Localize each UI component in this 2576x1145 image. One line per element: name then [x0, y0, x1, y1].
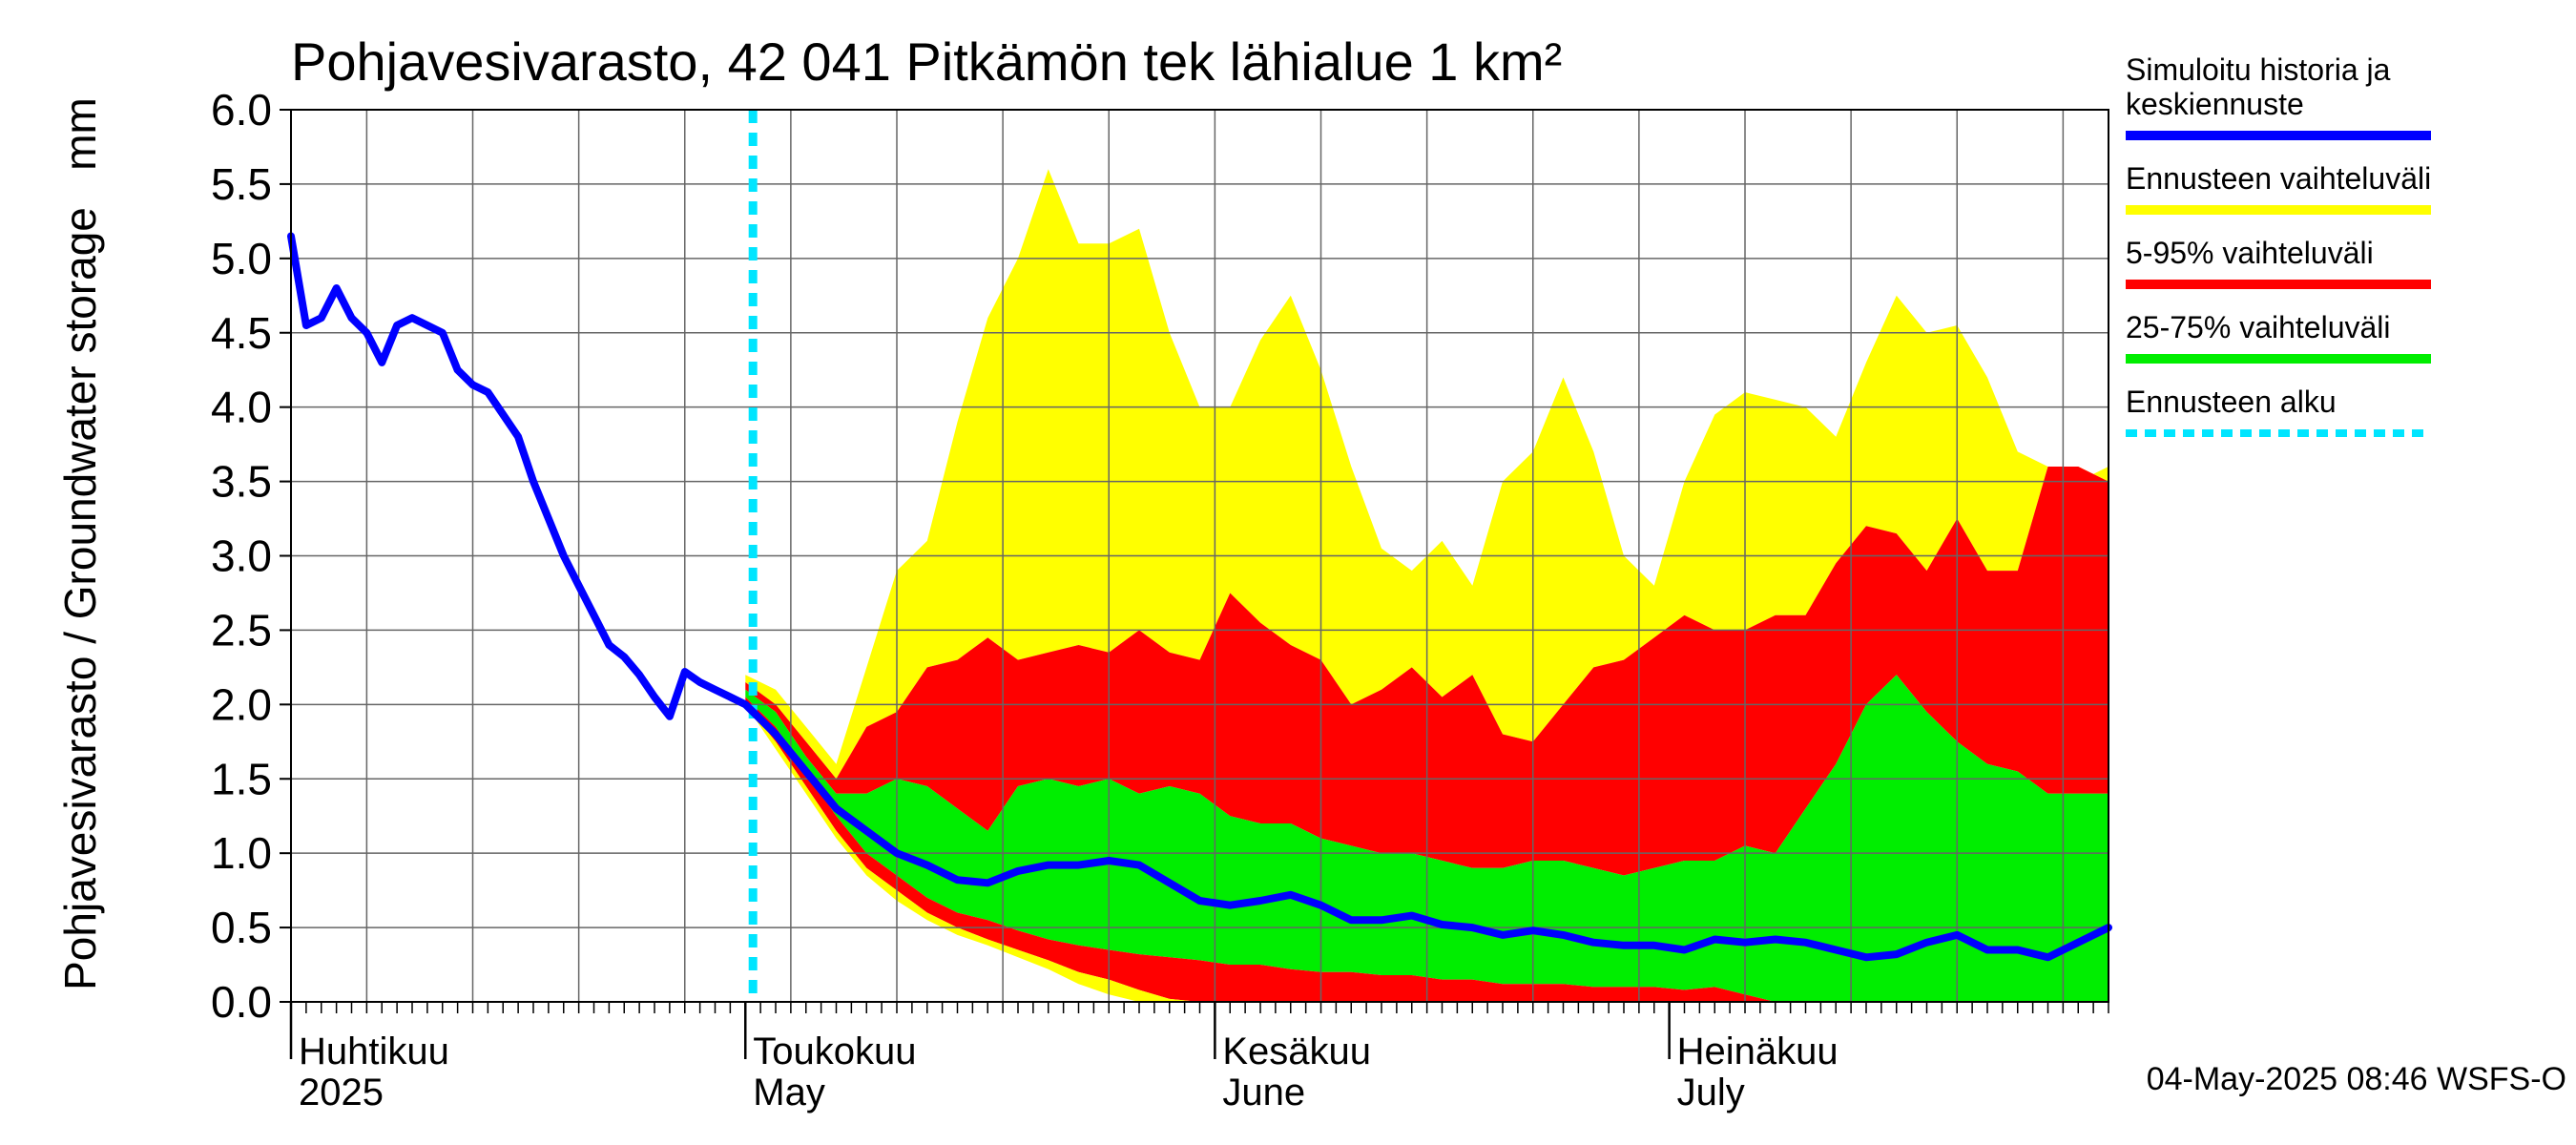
- y-tick-label: 4.0: [211, 383, 272, 432]
- y-tick-label: 4.5: [211, 308, 272, 358]
- chart-title: Pohjavesivarasto, 42 041 Pitkämön tek lä…: [291, 31, 1562, 92]
- y-axis-label: Pohjavesivarasto / Groundwater storage m…: [55, 97, 105, 990]
- legend-label: Ennusteen alku: [2126, 385, 2337, 419]
- legend-label: keskiennuste: [2126, 87, 2304, 121]
- y-tick-label: 1.5: [211, 754, 272, 803]
- month-label: Heinäkuu: [1677, 1030, 1839, 1072]
- legend-label: Ennusteen vaihteluväli: [2126, 161, 2431, 196]
- month-label: Huhtikuu: [299, 1030, 449, 1072]
- month-label: Kesäkuu: [1222, 1030, 1371, 1072]
- grid-lines: [291, 110, 2109, 1002]
- p25-75-band: [745, 675, 2109, 1002]
- median-history-line: [287, 232, 2112, 962]
- y-tick-label: 0.5: [211, 903, 272, 952]
- y-tick-label: 1.0: [211, 828, 272, 878]
- y-tick-label: 6.0: [211, 85, 272, 135]
- p5-95-band-upper: [745, 467, 2109, 876]
- month-sublabel: June: [1222, 1072, 1305, 1114]
- y-tick-label: 5.0: [211, 234, 272, 283]
- y-tick-label: 2.5: [211, 605, 272, 655]
- legend-label: 5-95% vaihteluväli: [2126, 236, 2374, 270]
- month-sublabel: May: [753, 1072, 825, 1114]
- month-sublabel: July: [1677, 1072, 1745, 1114]
- y-tick-label: 3.5: [211, 457, 272, 507]
- legend-label: 25-75% vaihteluväli: [2126, 310, 2391, 344]
- range-band-upper: [745, 169, 2109, 780]
- legend-label: Simuloitu historia ja: [2126, 52, 2391, 87]
- month-label: Toukokuu: [753, 1030, 916, 1072]
- month-sublabel: 2025: [299, 1072, 384, 1114]
- timestamp: 04-May-2025 08:46 WSFS-O: [2147, 1061, 2566, 1097]
- y-tick-label: 5.5: [211, 159, 272, 209]
- y-tick-label: 0.0: [211, 977, 272, 1027]
- y-tick-label: 3.0: [211, 531, 272, 581]
- series-lines: [287, 110, 2112, 1002]
- y-tick-label: 2.0: [211, 679, 272, 729]
- y-axis-ticks: 0.0 0.5 1.0 1.5 2.0 2.5 3.0 3.5 4.0 4.5 5.0 5.5 6.0: [211, 85, 291, 1027]
- band-fills: [745, 169, 2109, 1002]
